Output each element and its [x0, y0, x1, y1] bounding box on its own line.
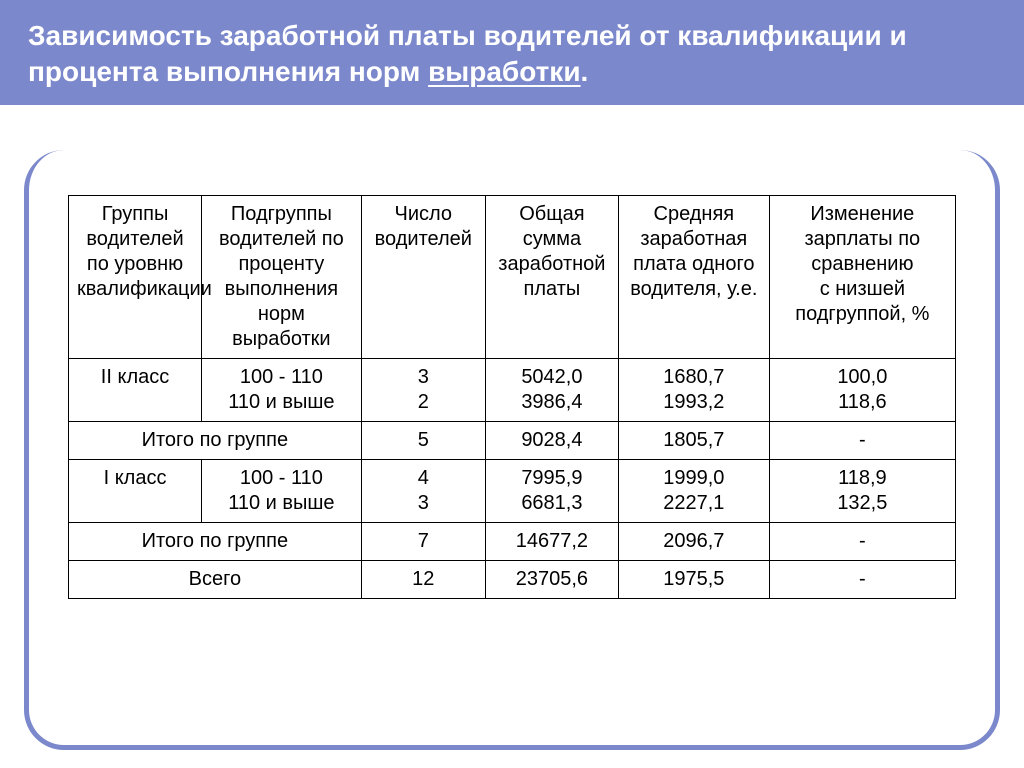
cell: 7 [361, 523, 485, 561]
slide-title: Зависимость заработной платы водителей о… [0, 0, 1024, 105]
title-underlined: выработки [428, 56, 580, 87]
cell: 1975,5 [618, 561, 769, 599]
data-table-wrap: Группы водителей по уровню квалификации … [68, 195, 956, 599]
cell: - [769, 523, 955, 561]
cell-span: Итого по группе [69, 422, 362, 460]
cell: 4 3 [361, 460, 485, 523]
col-header-3: Общая сумма заработной платы [485, 196, 618, 359]
col-header-5: Изменение зарплаты по сравнению с низшей… [769, 196, 955, 359]
cell: 23705,6 [485, 561, 618, 599]
salary-table: Группы водителей по уровню квалификации … [68, 195, 956, 599]
cell: - [769, 561, 955, 599]
cell: 5042,0 3986,4 [485, 359, 618, 422]
table-row-subtotal: Итого по группе 5 9028,4 1805,7 - [69, 422, 956, 460]
table-row-total: Всего 12 23705,6 1975,5 - [69, 561, 956, 599]
cell: 7995,9 6681,3 [485, 460, 618, 523]
col-header-1: Подгруппы водителей по проценту выполнен… [202, 196, 362, 359]
cell: 1680,7 1993,2 [618, 359, 769, 422]
cell: II класс [69, 359, 202, 422]
table-row: I класс 100 - 110 110 и выше 4 3 7995,9 … [69, 460, 956, 523]
title-period: . [581, 56, 589, 87]
cell: 5 [361, 422, 485, 460]
table-body: II класс 100 - 110 110 и выше 3 2 5042,0… [69, 359, 956, 599]
col-header-0: Группы водителей по уровню квалификации [69, 196, 202, 359]
col-header-2: Число водителей [361, 196, 485, 359]
cell: 14677,2 [485, 523, 618, 561]
cell: 1805,7 [618, 422, 769, 460]
table-row-subtotal: Итого по группе 7 14677,2 2096,7 - [69, 523, 956, 561]
cell: 100 - 110 110 и выше [202, 359, 362, 422]
cell: 118,9 132,5 [769, 460, 955, 523]
cell: 3 2 [361, 359, 485, 422]
cell: I класс [69, 460, 202, 523]
cell: 12 [361, 561, 485, 599]
table-row: II класс 100 - 110 110 и выше 3 2 5042,0… [69, 359, 956, 422]
table-header-row: Группы водителей по уровню квалификации … [69, 196, 956, 359]
cell: 9028,4 [485, 422, 618, 460]
cell: 100,0 118,6 [769, 359, 955, 422]
col-header-4: Средняя заработная плата одного водителя… [618, 196, 769, 359]
cell: 2096,7 [618, 523, 769, 561]
cell: 1999,0 2227,1 [618, 460, 769, 523]
cell-span: Итого по группе [69, 523, 362, 561]
cell: - [769, 422, 955, 460]
cell-span: Всего [69, 561, 362, 599]
cell: 100 - 110 110 и выше [202, 460, 362, 523]
